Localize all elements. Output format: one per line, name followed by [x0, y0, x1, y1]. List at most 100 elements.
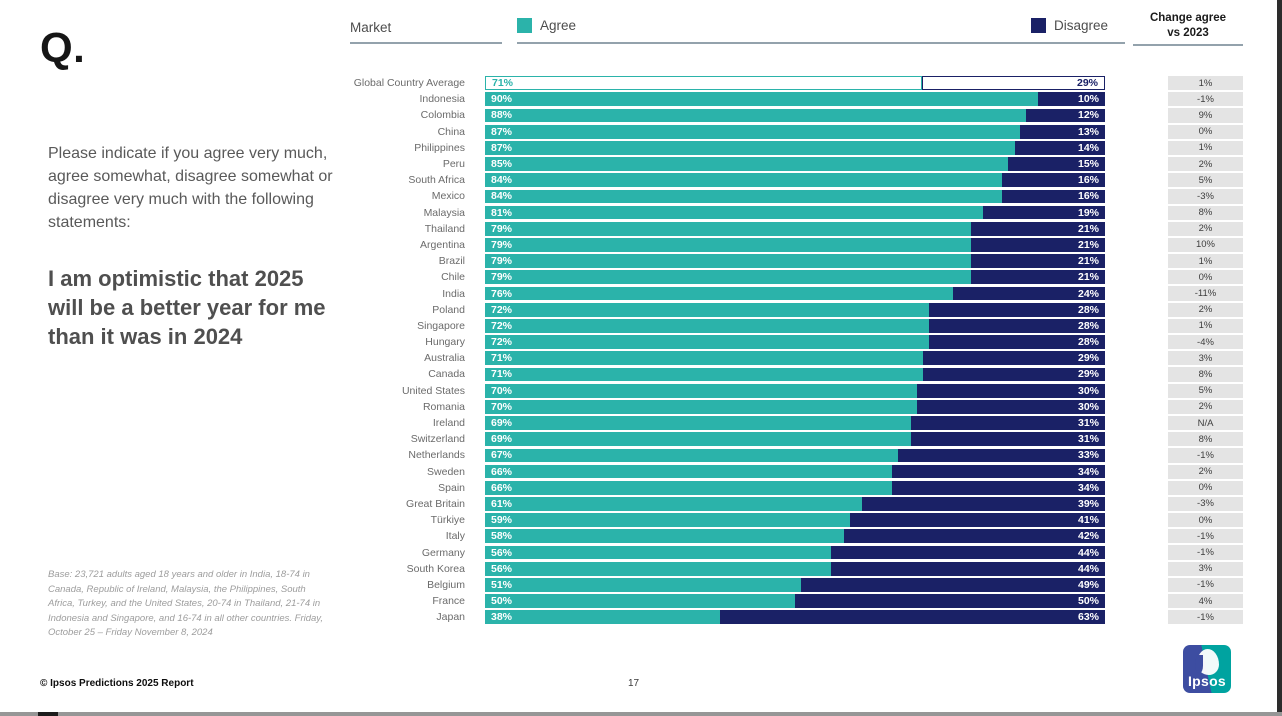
chart-row: Türkiye 59% 41% 0%	[350, 512, 1243, 528]
chart-row: France 50% 50% 4%	[350, 593, 1243, 609]
agree-value: 72%	[491, 319, 513, 332]
market-label: Sweden	[427, 465, 465, 478]
change-cell: 2%	[1168, 221, 1243, 236]
agree-value: 58%	[491, 530, 513, 543]
disagree-value: 39%	[1077, 497, 1099, 510]
agree-value: 72%	[491, 336, 513, 349]
disagree-bar: 28%	[928, 302, 1105, 317]
disagree-value: 63%	[1077, 611, 1099, 624]
stacked-bar: 71% 29%	[485, 76, 1105, 90]
chart-row: United States 70% 30% 5%	[350, 383, 1243, 399]
agree-bar: 69%	[485, 416, 911, 430]
disagree-value: 21%	[1077, 222, 1099, 235]
change-cell: -1%	[1168, 529, 1243, 544]
stacked-bar: 58% 42%	[485, 529, 1105, 544]
disagree-bar: 42%	[843, 529, 1105, 544]
stacked-bar: 79% 21%	[485, 254, 1105, 269]
stacked-bar: 72% 28%	[485, 319, 1105, 333]
change-cell: -1%	[1168, 448, 1243, 463]
stacked-bar: 69% 31%	[485, 432, 1105, 447]
chart-row: Poland 72% 28% 2%	[350, 302, 1243, 318]
agree-value: 72%	[491, 303, 513, 316]
market-label: Italy	[445, 530, 465, 543]
ipsos-logo-face-notch	[1195, 655, 1203, 673]
agree-bar: 38%	[485, 610, 720, 625]
agree-bar: 56%	[485, 561, 832, 576]
question-mark-label: Q.	[40, 24, 86, 71]
disagree-value: 21%	[1077, 255, 1099, 268]
disagree-bar: 31%	[910, 416, 1105, 430]
change-cell: 2%	[1168, 399, 1243, 414]
chart-row: Netherlands 67% 33% -1%	[350, 447, 1243, 463]
agree-bar: 61%	[485, 497, 862, 511]
stacked-bar: 71% 29%	[485, 351, 1105, 366]
disagree-bar: 44%	[831, 561, 1105, 576]
change-header-underline	[1133, 44, 1243, 46]
agree-value: 84%	[491, 190, 513, 203]
stacked-bar: 72% 28%	[485, 302, 1105, 317]
disagree-value: 28%	[1077, 319, 1099, 332]
disagree-value: 10%	[1077, 93, 1099, 106]
market-label: United States	[401, 384, 465, 397]
market-label: Brazil	[438, 255, 465, 268]
agree-bar: 66%	[485, 464, 893, 479]
change-cell: -1%	[1168, 92, 1243, 107]
change-cell: -11%	[1168, 286, 1243, 301]
stacked-bar: 50% 50%	[485, 594, 1105, 608]
agree-value: 70%	[491, 384, 513, 397]
chart-row: South Africa 84% 16% 5%	[350, 172, 1243, 188]
change-cell: 1%	[1168, 318, 1243, 333]
agree-value: 88%	[491, 109, 513, 122]
disagree-value: 31%	[1077, 417, 1099, 430]
agree-value: 90%	[491, 93, 513, 106]
ipsos-logo-text: Ipsos	[1187, 673, 1227, 689]
disagree-value: 29%	[1077, 368, 1099, 381]
market-label: Poland	[432, 303, 465, 316]
chart-row: Singapore 72% 28% 1%	[350, 318, 1243, 334]
stacked-bar: 61% 39%	[485, 497, 1105, 511]
disagree-bar: 21%	[971, 254, 1105, 269]
stacked-bar: 56% 44%	[485, 545, 1105, 560]
market-label: Netherlands	[408, 449, 465, 462]
stacked-bar: 70% 30%	[485, 399, 1105, 414]
legend-agree-label: Agree	[540, 18, 577, 33]
chart-row: Indonesia 90% 10% -1%	[350, 91, 1243, 107]
market-label: Australia	[424, 352, 465, 365]
chart-row: Australia 71% 29% 3%	[350, 350, 1243, 366]
change-cell: 2%	[1168, 464, 1243, 479]
disagree-bar: 21%	[971, 221, 1105, 236]
agree-value: 69%	[491, 417, 513, 430]
market-label: Great Britain	[406, 497, 465, 510]
agree-bar: 66%	[485, 480, 893, 495]
change-column-header: Change agree vs 2023	[1133, 11, 1243, 41]
disagree-swatch-icon	[1031, 18, 1046, 33]
change-cell: 8%	[1168, 367, 1243, 382]
agree-bar: 79%	[485, 221, 972, 236]
agree-bar: 72%	[485, 302, 929, 317]
agree-bar: 72%	[485, 335, 929, 349]
chart-row: Brazil 79% 21% 1%	[350, 253, 1243, 269]
agree-value: 66%	[491, 481, 513, 494]
change-cell: N/A	[1168, 415, 1243, 431]
disagree-bar: 50%	[795, 594, 1105, 608]
chart-row: Chile 79% 21% 0%	[350, 269, 1243, 285]
disagree-value: 31%	[1077, 433, 1099, 446]
agree-value: 79%	[491, 222, 513, 235]
disagree-value: 15%	[1077, 158, 1099, 171]
market-label: Singapore	[417, 319, 465, 332]
agree-value: 79%	[491, 255, 513, 268]
market-label: Colombia	[420, 109, 465, 122]
agree-value: 61%	[491, 497, 513, 510]
legend-disagree: Disagree	[1031, 18, 1108, 33]
chart-row: Mexico 84% 16% -3%	[350, 188, 1243, 204]
agree-bar: 81%	[485, 205, 984, 220]
stacked-bar: 79% 21%	[485, 221, 1105, 236]
disagree-bar: 21%	[971, 238, 1105, 252]
disagree-bar: 30%	[916, 383, 1105, 398]
agree-value: 76%	[491, 287, 513, 300]
agree-bar: 51%	[485, 578, 802, 592]
disagree-value: 24%	[1077, 287, 1099, 300]
stacked-bar: 87% 13%	[485, 124, 1105, 139]
agree-bar: 87%	[485, 140, 1015, 155]
bars-header-underline	[517, 42, 1125, 44]
